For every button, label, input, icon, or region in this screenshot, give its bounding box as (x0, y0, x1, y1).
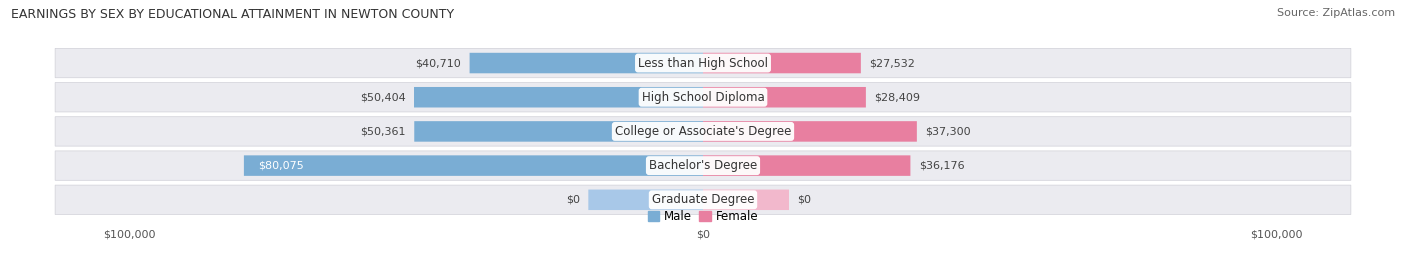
FancyBboxPatch shape (55, 83, 1351, 112)
FancyBboxPatch shape (703, 155, 911, 176)
FancyBboxPatch shape (415, 121, 703, 142)
Text: $37,300: $37,300 (925, 126, 972, 136)
Text: $27,532: $27,532 (869, 58, 915, 68)
Legend: Male, Female: Male, Female (648, 210, 758, 223)
Text: $36,176: $36,176 (920, 161, 965, 171)
Text: $40,710: $40,710 (415, 58, 461, 68)
FancyBboxPatch shape (243, 155, 703, 176)
Text: Bachelor's Degree: Bachelor's Degree (650, 159, 756, 172)
Text: $50,361: $50,361 (360, 126, 406, 136)
Text: Source: ZipAtlas.com: Source: ZipAtlas.com (1277, 8, 1395, 18)
Text: Less than High School: Less than High School (638, 57, 768, 70)
Text: $50,404: $50,404 (360, 92, 405, 102)
FancyBboxPatch shape (703, 189, 789, 210)
Text: $0: $0 (797, 195, 811, 205)
FancyBboxPatch shape (703, 121, 917, 142)
Text: College or Associate's Degree: College or Associate's Degree (614, 125, 792, 138)
Text: $0: $0 (565, 195, 579, 205)
FancyBboxPatch shape (470, 53, 703, 73)
FancyBboxPatch shape (55, 48, 1351, 78)
FancyBboxPatch shape (55, 151, 1351, 180)
FancyBboxPatch shape (703, 53, 860, 73)
FancyBboxPatch shape (55, 185, 1351, 214)
Text: High School Diploma: High School Diploma (641, 91, 765, 104)
FancyBboxPatch shape (703, 87, 866, 107)
Text: EARNINGS BY SEX BY EDUCATIONAL ATTAINMENT IN NEWTON COUNTY: EARNINGS BY SEX BY EDUCATIONAL ATTAINMEN… (11, 8, 454, 21)
FancyBboxPatch shape (588, 189, 703, 210)
FancyBboxPatch shape (413, 87, 703, 107)
FancyBboxPatch shape (55, 117, 1351, 146)
Text: $28,409: $28,409 (875, 92, 921, 102)
Text: $80,075: $80,075 (259, 161, 304, 171)
Text: Graduate Degree: Graduate Degree (652, 193, 754, 206)
